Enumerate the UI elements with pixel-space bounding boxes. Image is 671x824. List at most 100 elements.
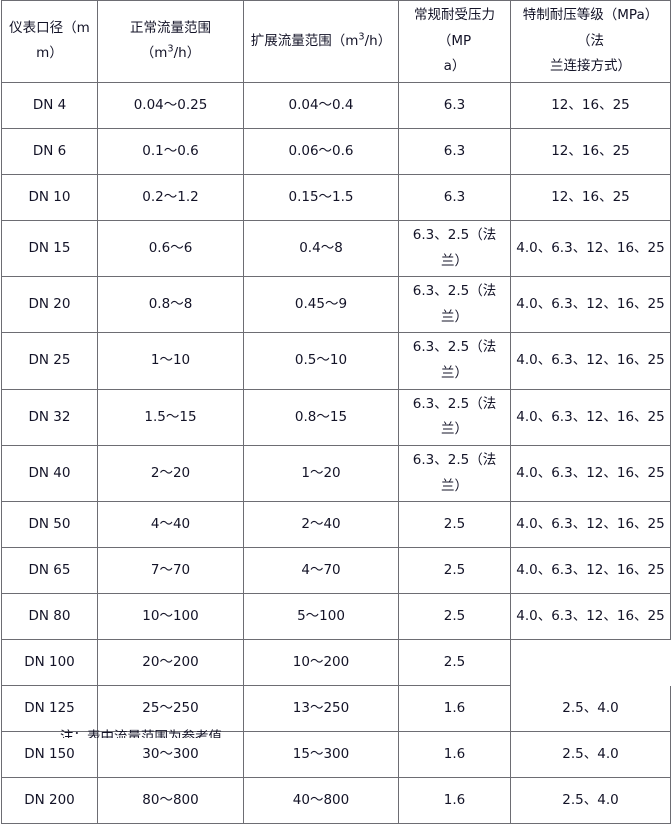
column-header-standard-pressure-rating: 常规耐受压力（MP a） — [398, 0, 511, 83]
cell-standard-pressure: 6.3、2.5（法兰） — [398, 388, 511, 447]
cell-nominal-diameter: DN 50 — [1, 501, 98, 549]
cell-special-pressure: 12、16、25 — [510, 81, 671, 129]
cell-extended-flow-range: 13～250 — [243, 685, 399, 733]
column-header-normal-flow-range: 正常流量范围（m3/h） — [97, 0, 244, 83]
cell-special-pressure: 12、16、25 — [510, 127, 671, 175]
column-header-nominal-diameter: 仪表口径（m m） — [1, 0, 98, 83]
cell-extended-flow-range: 0.5～10 — [243, 332, 399, 390]
cell-standard-pressure: 6.3、2.5（法兰） — [398, 276, 511, 334]
cell-standard-pressure: 1.6 — [398, 777, 511, 824]
cell-nominal-diameter: DN 15 — [1, 219, 98, 278]
cell-standard-pressure: 2.5 — [398, 501, 511, 549]
cell-extended-flow-range: 0.15～1.5 — [243, 173, 399, 221]
table-row: DN 25 1～10 0.5～10 6.3、2.5（法兰） 4.0、6.3、12、16、… — [1, 332, 671, 390]
header-line-1: 仪表口径（m — [9, 19, 90, 36]
cell-standard-pressure: 1.6 — [398, 731, 511, 779]
cell-standard-pressure: 6.3、2.5（法兰） — [398, 332, 511, 390]
cell-normal-flow-range: 0.04～0.25 — [97, 81, 244, 129]
cell-normal-flow-range: 2～20 — [97, 445, 244, 503]
cell-special-pressure: 4.0、6.3、12、16、25 — [510, 388, 671, 447]
table-row: DN 15 0.6～6 0.4～8 6.3、2.5（法兰） 4.0、6.3、12、16、… — [1, 219, 671, 278]
cell-extended-flow-range: 2～40 — [243, 501, 399, 549]
cell-nominal-diameter: DN 80 — [1, 593, 98, 641]
header-suffix: /h） — [173, 45, 201, 62]
table-row: DN 32 1.5～15 0.8～15 6.3、2.5（法兰） 4.0、6.3、12、1… — [1, 388, 671, 447]
cell-special-pressure — [511, 640, 671, 686]
table-row: DN 6 0.1～0.6 0.06～0.6 6.3 12、16、25 — [1, 127, 671, 175]
cell-normal-flow-range: 10～100 — [97, 593, 244, 641]
cell-normal-flow-range: 7～70 — [97, 547, 244, 595]
header-line-2: m） — [36, 45, 63, 62]
cell-nominal-diameter: DN 10 — [1, 173, 98, 221]
cell-standard-pressure: 6.3 — [398, 173, 511, 221]
header-line-1: 特制耐压等级（MPa）（法 — [522, 7, 659, 49]
cell-extended-flow-range: 0.4～8 — [243, 219, 399, 278]
cell-standard-pressure: 2.5 — [398, 593, 511, 641]
table-row: DN 20 0.8～8 0.45～9 6.3、2.5（法兰） 4.0、6.3、12、16… — [1, 276, 671, 334]
cell-nominal-diameter: DN 25 — [1, 332, 98, 390]
cell-normal-flow-range: 1～10 — [97, 332, 244, 390]
cell-nominal-diameter: DN 150 — [1, 731, 98, 779]
cell-standard-pressure: 6.3 — [398, 127, 511, 175]
header-prefix: 扩展流量范围（m — [250, 32, 359, 49]
table-row: DN 4 0.04～0.25 0.04～0.4 6.3 12、16、25 — [1, 81, 671, 129]
cell-nominal-diameter: DN 65 — [1, 547, 98, 595]
cell-extended-flow-range: 10～200 — [243, 639, 399, 687]
cell-nominal-diameter: DN 100 — [1, 639, 98, 687]
table-row: DN 100 20～200 10～200 2.5 — [1, 639, 671, 687]
cell-normal-flow-range: 20～200 — [97, 639, 244, 687]
cell-standard-pressure: 6.3、2.5（法兰） — [398, 219, 511, 278]
column-header-extended-flow-range: 扩展流量范围（m3/h） — [243, 0, 399, 83]
cell-normal-flow-range: 80～800 — [97, 777, 244, 824]
cell-special-pressure: 4.0、6.3、12、16、25 — [510, 276, 671, 334]
table-header: 仪表口径（m m） 正常流量范围（m3/h） 扩展流量范围（m3/h） 常规耐受… — [1, 0, 671, 83]
cell-special-pressure: 4.0、6.3、12、16、25 — [510, 332, 671, 390]
cell-special-pressure: 4.0、6.3、12、16、25 — [510, 445, 671, 503]
cell-standard-pressure: 2.5 — [398, 639, 511, 687]
footer-note-clipped: 注：表中流量范围为参考值 — [0, 729, 671, 738]
cell-normal-flow-range: 0.2～1.2 — [97, 173, 244, 221]
header-line-1: 常规耐受压力（MP — [414, 7, 495, 49]
header-line-2: a） — [443, 58, 466, 75]
cell-standard-pressure: 6.3 — [398, 81, 511, 129]
cell-normal-flow-range: 0.8～8 — [97, 276, 244, 334]
cell-extended-flow-range: 40～800 — [243, 777, 399, 824]
cell-nominal-diameter: DN 125 — [1, 685, 98, 733]
cell-special-pressure: 4.0、6.3、12、16、25 — [510, 547, 671, 595]
cell-normal-flow-range: 1.5～15 — [97, 388, 244, 447]
header-line-2: 兰连接方式） — [550, 58, 631, 75]
table-row: DN 200 80～800 40～800 1.6 2.5、4.0 — [1, 777, 671, 824]
header-suffix: /h） — [364, 32, 392, 49]
table-body: DN 4 0.04～0.25 0.04～0.4 6.3 12、16、25 DN 6 0.1～… — [1, 81, 671, 824]
exponent-three: 3 — [358, 31, 365, 43]
table-row: DN 150 30～300 15～300 1.6 2.5、4.0 — [1, 731, 671, 779]
table-row: DN 10 0.2～1.2 0.15～1.5 6.3 12、16、25 — [1, 173, 671, 221]
header-prefix: 正常流量范围（m — [130, 19, 211, 62]
cell-nominal-diameter: DN 4 — [1, 81, 98, 129]
table-row: DN 125 25～250 13～250 1.6 2.5、4.0 — [1, 685, 671, 733]
table-row: DN 40 2～20 1～20 6.3、2.5（法兰） 4.0、6.3、12、16、25 — [1, 445, 671, 503]
cell-standard-pressure: 1.6 — [398, 685, 511, 733]
table-header-row: 仪表口径（m m） 正常流量范围（m3/h） 扩展流量范围（m3/h） 常规耐受… — [1, 0, 671, 83]
cell-normal-flow-range: 0.1～0.6 — [97, 127, 244, 175]
table-row: DN 80 10～100 5～100 2.5 4.0、6.3、12、16、25 — [1, 593, 671, 641]
footer-note-text: 注：表中流量范围为参考值 — [60, 729, 222, 738]
cell-nominal-diameter: DN 200 — [1, 777, 98, 824]
cell-normal-flow-range: 30～300 — [97, 731, 244, 779]
column-header-special-pressure-rating: 特制耐压等级（MPa）（法 兰连接方式） — [510, 0, 671, 83]
cell-special-pressure: 2.5、4.0 — [510, 685, 671, 733]
exponent-three: 3 — [167, 43, 174, 55]
cell-extended-flow-range: 0.06～0.6 — [243, 127, 399, 175]
cell-extended-flow-range: 1～20 — [243, 445, 399, 503]
cell-extended-flow-range: 4～70 — [243, 547, 399, 595]
cell-extended-flow-range: 5～100 — [243, 593, 399, 641]
cell-special-pressure: 2.5、4.0 — [510, 731, 671, 779]
cell-nominal-diameter: DN 20 — [1, 276, 98, 334]
cell-nominal-diameter: DN 32 — [1, 388, 98, 447]
cell-nominal-diameter: DN 6 — [1, 127, 98, 175]
cell-standard-pressure: 6.3、2.5（法兰） — [398, 445, 511, 503]
cell-extended-flow-range: 0.45～9 — [243, 276, 399, 334]
table-row: DN 65 7～70 4～70 2.5 4.0、6.3、12、16、25 — [1, 547, 671, 595]
